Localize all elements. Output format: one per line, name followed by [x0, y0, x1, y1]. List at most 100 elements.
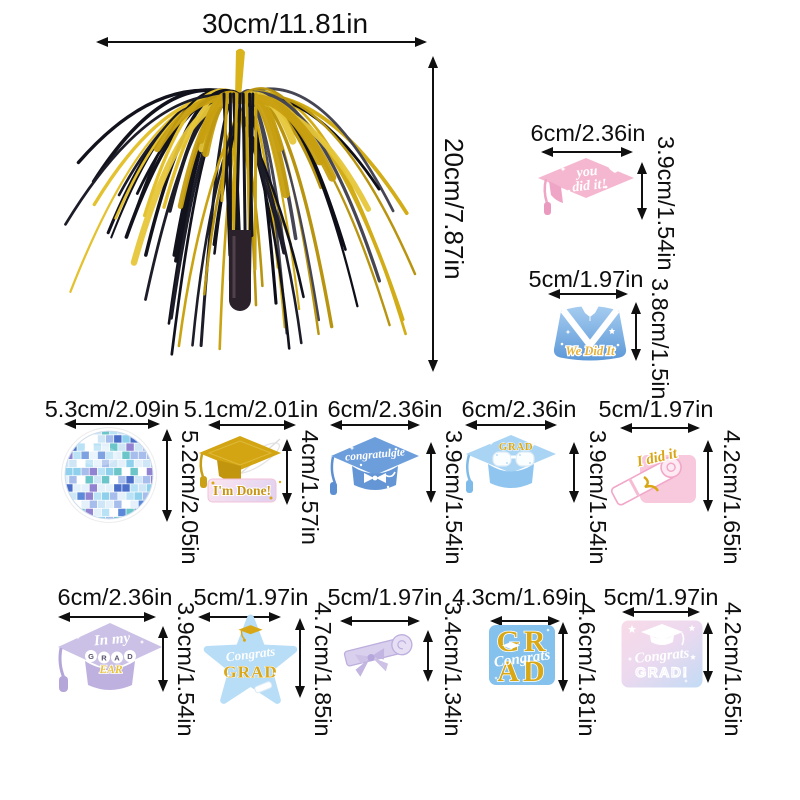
diploma-bow	[364, 471, 396, 483]
gold-cap-width-label: 5.1cm/2.01in	[183, 396, 319, 422]
tassel	[58, 647, 66, 679]
centerpiece-height-label: 20cm/7.87in	[439, 138, 469, 280]
tassel	[466, 454, 472, 482]
grad-glasses-cap-width-label: 6cm/2.36in	[461, 396, 577, 422]
scroll	[610, 456, 682, 506]
diploma-width-label: 5cm/1.97in	[327, 584, 443, 610]
pink-cap-width-arrow	[543, 151, 631, 154]
svg-text:A: A	[114, 654, 120, 663]
item-art-congrats-grad-square: Congrats GRAD!	[621, 620, 703, 688]
square-width-arrow	[624, 611, 698, 614]
purple-cap-height-arrow	[162, 628, 165, 690]
purple-cap-text-line1: In my	[92, 630, 131, 649]
fountain-top-sprout	[235, 48, 245, 98]
pink-cap-text-line1: you	[574, 164, 599, 181]
i-did-it-height-arrow	[707, 442, 710, 510]
gown-width-label: 5cm/1.97in	[528, 266, 644, 292]
item-art-purple-cap: In my G R A D EAR	[58, 623, 162, 692]
grad-letters-width-arrow	[492, 620, 558, 623]
pink-cap-width-label: 6cm/2.36in	[530, 120, 646, 146]
purple-cap-height-label: 3.9cm/1.54in	[173, 602, 199, 737]
bow-knot	[367, 653, 375, 662]
tassel	[543, 178, 549, 204]
heart-icon	[608, 163, 622, 173]
gold-cap-height-label: 4cm/1.57in	[297, 430, 323, 545]
item-art-blue-gown: We Did It	[553, 302, 627, 361]
grad-glasses-cap-width-arrow	[467, 424, 555, 427]
diploma-height-label: 3.4cm/1.34in	[440, 602, 466, 737]
i-did-it-width-label: 5cm/1.97in	[598, 396, 714, 422]
fountain-strands	[64, 87, 417, 356]
diploma-width-arrow	[342, 620, 418, 623]
star-width-arrow	[200, 616, 279, 619]
disco-width-label: 5.3cm/2.09in	[44, 396, 180, 422]
congratulate-cap-text: congratulgte	[345, 446, 406, 463]
disco-width-arrow	[66, 423, 158, 426]
tassel	[330, 456, 337, 484]
grad-letters-line1: GR	[497, 625, 550, 658]
gold-cap-text: I'm Done!	[213, 483, 271, 498]
collar	[579, 302, 601, 317]
centerpiece-width-label: 30cm/11.81in	[201, 8, 369, 39]
purple-cap-text-line3: EAR	[98, 664, 122, 676]
square-height-label: 4.2cm/1.65in	[720, 602, 746, 737]
grad-glasses-cap-height-arrow	[573, 444, 576, 501]
item-art-purple-diploma	[343, 634, 413, 677]
disco-height-arrow	[166, 431, 169, 520]
congratulate-cap-width-arrow	[332, 424, 418, 427]
item-art-blue-star: Congrats GRAD	[203, 614, 298, 704]
gown-text: We Did It	[565, 344, 615, 358]
grad-letters-line3: Congrats	[493, 647, 552, 671]
grad-letters-height-arrow	[562, 624, 565, 690]
grad-letters-width-label: 4.3cm/1.69in	[452, 584, 587, 610]
item-art-pink-scroll-i-did-it: I did it	[610, 444, 696, 506]
svg-text:D: D	[127, 652, 133, 661]
grad-letter-beads: G R A D	[85, 650, 136, 664]
item-art-blue-cap-grad-glasses: GRAD	[466, 435, 556, 493]
congratulate-cap-height-arrow	[430, 444, 433, 501]
square-height-arrow	[707, 624, 710, 681]
star-height-arrow	[299, 620, 302, 696]
square-text-line2: GRAD!	[635, 664, 688, 680]
gold-cap-height-arrow	[286, 441, 289, 503]
purple-cap-width-arrow	[60, 616, 154, 619]
gown-height-label: 3.8cm/1.5in	[647, 278, 673, 400]
grad-glasses-text: GRAD	[499, 441, 533, 453]
item-art-blue-cap-congratulate: congratulgte	[330, 437, 419, 495]
tassel	[199, 453, 205, 478]
i-did-it-width-arrow	[622, 427, 698, 430]
diploma-height-arrow	[427, 632, 430, 680]
disco-height-label: 5.2cm/2.05in	[177, 430, 203, 565]
star-text-line1: Congrats	[225, 644, 276, 665]
star-text-line2: GRAD	[223, 663, 278, 682]
gown-width-arrow	[550, 293, 626, 296]
congratulate-cap-height-label: 3.9cm/1.54in	[441, 430, 467, 565]
fountain-stand	[229, 230, 251, 311]
gold-ribbon	[643, 476, 660, 492]
svg-text:G: G	[88, 652, 94, 661]
pink-cap-height-arrow	[641, 164, 644, 218]
grad-letters-line2: AD	[497, 655, 548, 688]
item-art-gold-cap-im-done: I'm Done!	[199, 436, 282, 503]
centerpiece-width-arrow	[98, 41, 425, 44]
gold-cap-width-arrow	[210, 424, 294, 427]
star-width-label: 5cm/1.97in	[193, 584, 309, 610]
pink-cap-height-label: 3.9cm/1.54in	[653, 136, 679, 271]
grad-glasses-cap-height-label: 3.9cm/1.54in	[585, 430, 611, 565]
item-art-grad-block-letters: GR AD Congrats	[489, 624, 555, 689]
star-height-label: 4.7cm/1.85in	[310, 602, 336, 737]
white-cap-icon	[502, 642, 520, 649]
centerpiece-height-arrow	[432, 58, 435, 370]
diploma-icon	[254, 681, 273, 694]
pink-cap-text-line2: did it!	[572, 177, 608, 196]
square-text-line1: Congrats	[634, 645, 691, 667]
svg-text:R: R	[101, 654, 107, 663]
purple-cap-width-label: 6cm/2.36in	[57, 584, 173, 610]
i-did-it-height-label: 4.2cm/1.65in	[719, 430, 745, 565]
item-art-pink-grad-cap: you did it!	[538, 158, 634, 215]
gold-cap-icon	[238, 625, 263, 642]
foil-fountain-centerpiece-image	[64, 48, 417, 356]
square-width-label: 5cm/1.97in	[603, 584, 719, 610]
congratulate-cap-width-label: 6cm/2.36in	[327, 396, 443, 422]
